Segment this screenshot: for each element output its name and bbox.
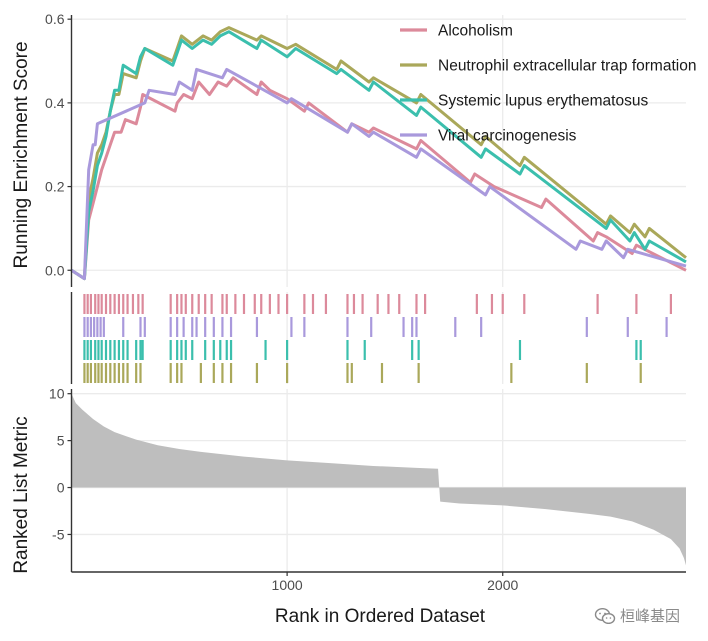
watermark-text: 桓峰基因: [619, 607, 680, 625]
wechat-logo-icon: [594, 607, 616, 624]
bottom-y-tick-label: 5: [57, 433, 65, 449]
top-y-axis-label: Running Enrichment Score: [11, 41, 32, 268]
series-line-alcoholism: [70, 76, 687, 281]
legend-label: Alcoholism: [438, 23, 513, 40]
legend-label: Viral carcinogenesis: [438, 128, 577, 145]
legend-label: Systemic lupus erythematosus: [438, 93, 648, 110]
x-tick-label: 1000: [272, 577, 303, 593]
bottom-y-axis-label: Ranked List Metric: [11, 416, 32, 573]
top-y-tick-label: 0.6: [45, 11, 65, 27]
series-line-systemic-lupus-erythematosus: [70, 30, 687, 281]
ranked-metric-area: [71, 393, 686, 566]
top-y-tick-label: 0.2: [45, 179, 65, 195]
bottom-y-tick-label: 0: [57, 480, 65, 496]
legend-label: Neutrophil extracellular trap formation: [438, 58, 696, 75]
top-y-tick-label: 0.4: [45, 95, 65, 111]
bottom-y-tick-label: -5: [52, 526, 65, 542]
watermark: 桓峰基因: [594, 605, 680, 626]
bottom-y-tick-label: 10: [49, 386, 65, 402]
x-tick-label: 2000: [487, 577, 518, 593]
series-line-viral-carcinogenesis: [70, 67, 687, 281]
top-y-tick-label: 0.0: [45, 262, 65, 278]
x-axis-label: Rank in Ordered Dataset: [275, 606, 486, 627]
